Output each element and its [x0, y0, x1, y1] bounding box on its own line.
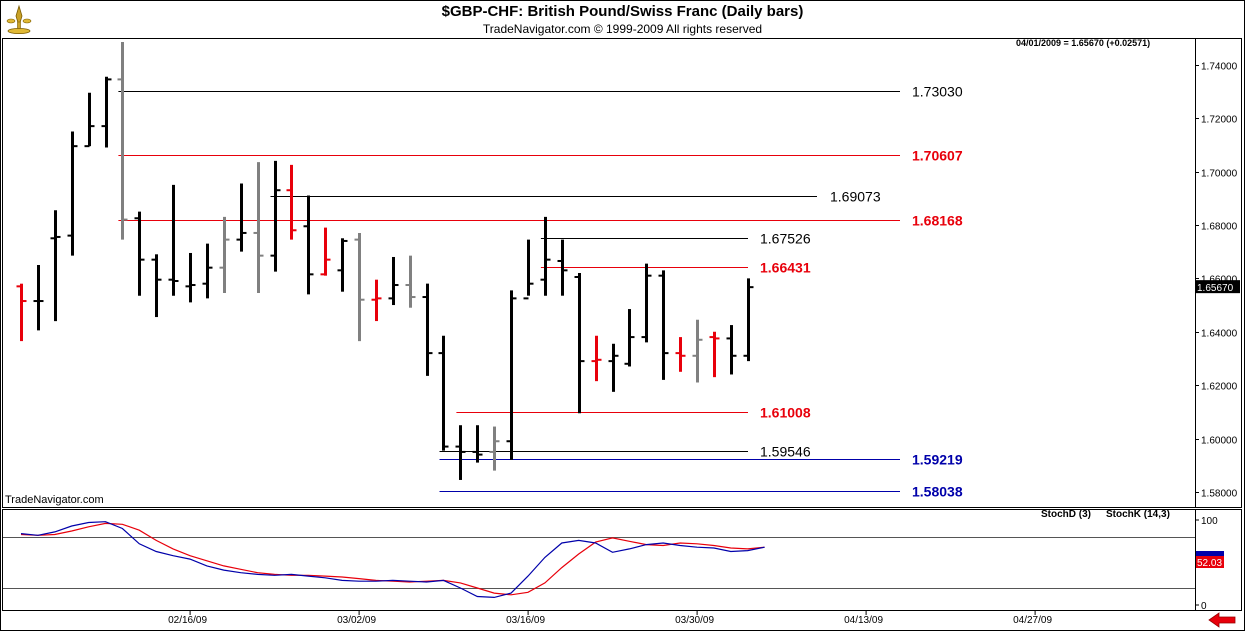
ohlc-bar	[472, 425, 483, 463]
level-label: 1.58038	[912, 484, 963, 500]
ohlc-bar	[67, 131, 78, 256]
ohlc-bar	[388, 256, 399, 306]
date-tick-label: 03/02/09	[337, 615, 376, 626]
price-tick-label: 1.64000	[1201, 329, 1238, 340]
support-resistance-levels: 1.73030 1.70607 1.69073 1.68168 1.67526 1.664…	[118, 84, 963, 500]
price-tick-label: 1.60000	[1201, 436, 1238, 447]
watermark-text: TradeNavigator.com	[5, 494, 104, 506]
price-tick-label: 1.72000	[1201, 115, 1238, 126]
ohlc-bar	[236, 183, 247, 252]
legend-stoch-d: StochD (3)	[1041, 509, 1091, 520]
ohlc-bar	[117, 42, 128, 240]
stoch-line	[20, 522, 765, 596]
ohlc-bar	[438, 335, 449, 451]
price-tick-label: 1.58000	[1201, 489, 1238, 500]
ohlc-bar	[574, 273, 585, 414]
level-label: 1.59546	[760, 444, 811, 460]
price-tick-label: 1.74000	[1201, 62, 1238, 73]
level-label: 1.59219	[912, 452, 963, 468]
stoch-d-tag	[1196, 556, 1224, 568]
ohlc-bar	[84, 92, 95, 148]
ohlc-bar	[692, 319, 703, 383]
ohlc-bar	[709, 331, 720, 378]
ohlc-bar	[320, 227, 331, 276]
ohlc-bar	[641, 263, 652, 343]
ohlc-bar	[219, 216, 230, 294]
price-tick-label: 1.68000	[1201, 222, 1238, 233]
last-price-label: 1.65670	[1197, 283, 1234, 294]
stoch-k-tag	[1196, 551, 1224, 556]
ohlc-bar	[591, 335, 602, 382]
ohlc-bar	[658, 270, 669, 380]
chart-title: $GBP-CHF: British Pound/Swiss Franc (Dai…	[441, 3, 804, 20]
scroll-back-arrow-icon[interactable]	[1207, 612, 1237, 628]
ohlc-bar	[422, 283, 433, 376]
ohlc-bar	[675, 337, 686, 372]
ohlc-bar	[726, 325, 737, 375]
ohlc-bar	[540, 216, 551, 296]
chart-subtitle: TradeNavigator.com © 1999-2009 All right…	[482, 22, 763, 36]
ohlc-bar	[608, 343, 619, 392]
price-tick-label: 1.70000	[1201, 169, 1238, 180]
trade-navigator-logo-icon	[6, 4, 32, 34]
date-tick-label: 03/16/09	[506, 615, 545, 626]
ohlc-bar	[523, 239, 534, 300]
ohlc-bar	[455, 425, 466, 480]
stoch-tick-label: 100	[1201, 516, 1218, 527]
level-label: 1.68168	[912, 213, 963, 229]
ohlc-bar	[101, 76, 112, 148]
ohlc-bar	[33, 264, 44, 331]
stoch-line	[20, 521, 765, 599]
date-axis: 02/16/09 03/02/09 03/16/09 03/30/09 04/13/09…	[168, 611, 1052, 626]
stochastic-oscillator: 100 0 52.03	[3, 516, 1224, 612]
date-tick-label: 04/13/09	[844, 615, 883, 626]
ohlc-bar	[185, 252, 196, 303]
ohlc-bar	[134, 211, 145, 296]
price-tick-label: 1.66000	[1201, 275, 1238, 286]
price-tick-label: 1.62000	[1201, 382, 1238, 393]
stoch-tick-label: 0	[1201, 601, 1207, 612]
ohlc-bar	[303, 195, 314, 295]
ohlc-bar	[557, 239, 568, 296]
last-price-tag	[1196, 280, 1240, 294]
ohlc-bar	[270, 160, 281, 272]
ohlc-bar	[743, 278, 754, 362]
ohlc-bar	[151, 254, 162, 318]
level-label: 1.73030	[912, 84, 963, 100]
ohlc-bar	[168, 184, 179, 296]
level-label: 1.61008	[760, 405, 811, 421]
ohlc-bar	[506, 290, 517, 460]
date-tick-label: 02/16/09	[168, 615, 207, 626]
date-tick-label: 04/27/09	[1013, 615, 1052, 626]
price-panel	[2, 38, 1242, 508]
level-label: 1.70607	[912, 148, 963, 164]
level-label: 1.67526	[760, 231, 811, 247]
stoch-last-label: 52.03	[1197, 558, 1222, 569]
ohlc-bar	[50, 210, 61, 322]
date-tick-label: 03/30/09	[675, 615, 714, 626]
ohlc-bar	[337, 238, 348, 292]
ohlc-bar	[371, 279, 382, 322]
ohlc-bar	[253, 162, 264, 294]
ohlc-bar	[624, 309, 635, 367]
ohlc-bar	[286, 164, 297, 240]
ohlc-bar	[489, 426, 500, 471]
ohlc-bar	[354, 232, 365, 342]
price-bars	[16, 42, 754, 480]
legend-stoch-k: StochK (14,3)	[1106, 509, 1170, 520]
last-price-info: 04/01/2009 = 1.65670 (+0.02571)	[1016, 38, 1151, 48]
stochastic-panel	[2, 509, 1242, 611]
ohlc-bar	[202, 243, 213, 299]
level-label: 1.66431	[760, 260, 811, 276]
price-axis: 1.74000 1.72000 1.70000 1.68000 1.66000 1.640…	[1195, 62, 1240, 500]
ohlc-bar	[16, 283, 27, 342]
ohlc-bar	[405, 255, 416, 308]
level-label: 1.69073	[830, 189, 881, 205]
